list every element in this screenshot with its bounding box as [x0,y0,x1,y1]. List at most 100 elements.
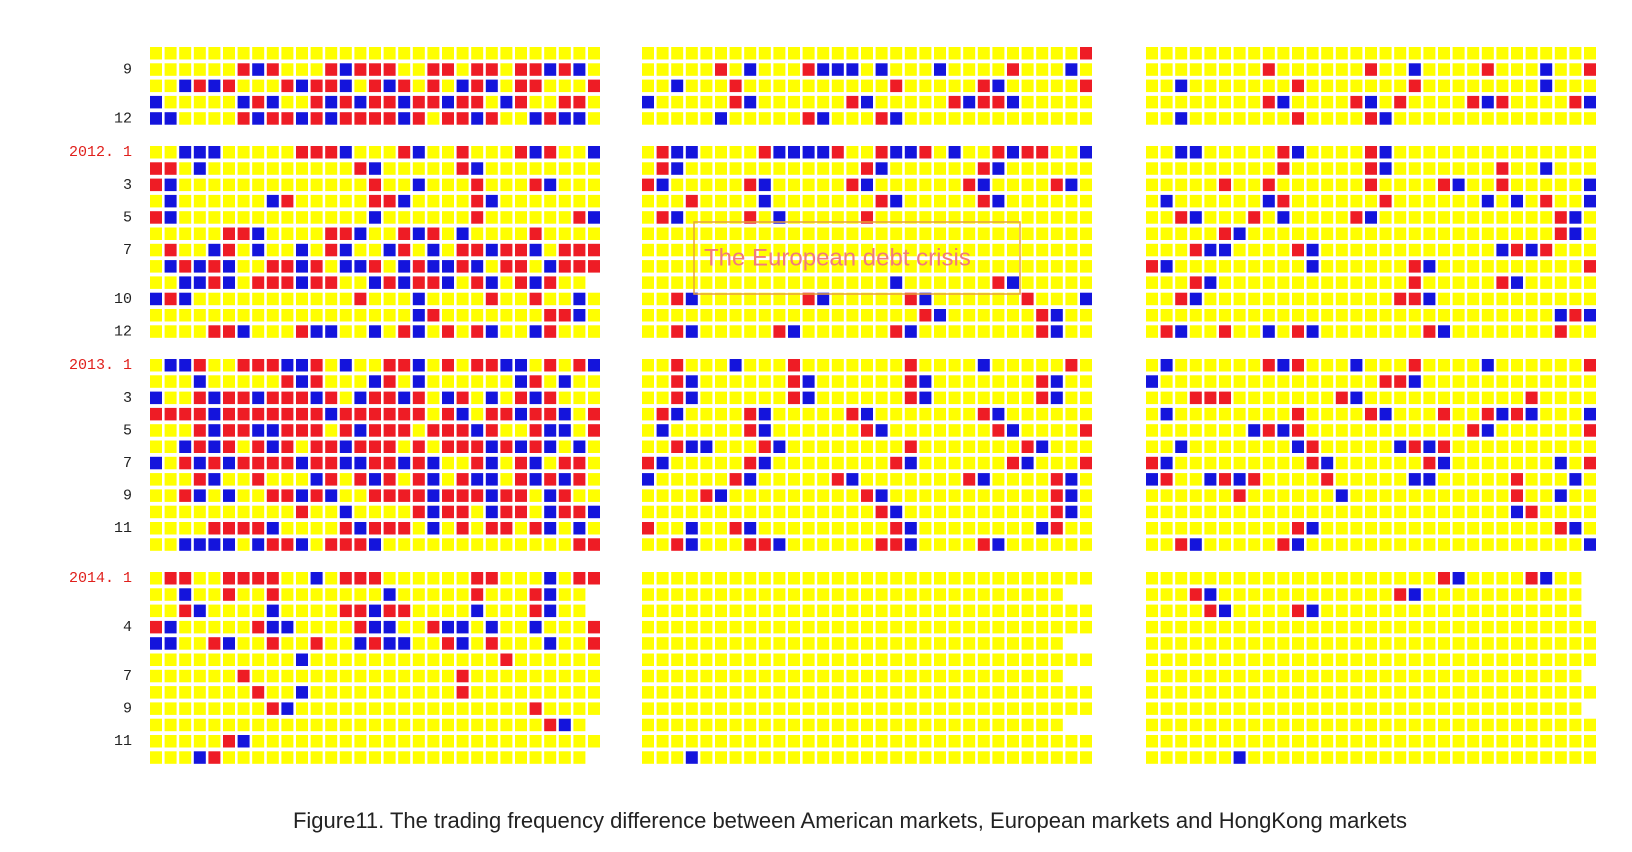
cell [310,79,323,93]
cell [398,146,411,159]
cell [471,375,484,388]
cell [919,620,932,634]
cell [398,653,411,666]
cell [656,456,669,470]
cell [1423,604,1436,618]
cell [193,473,206,486]
cell [1204,79,1217,93]
cell [1050,292,1063,306]
cell [1408,276,1421,289]
cell [963,473,976,486]
cell [744,309,757,322]
cell [485,620,498,634]
cell [1233,243,1246,257]
cell [1248,620,1261,634]
cell [179,588,192,601]
cell [398,489,411,502]
cell [1467,325,1480,338]
cell [339,604,352,618]
cell [1335,718,1348,732]
cell [1350,112,1363,125]
cell [788,146,800,159]
cell [1379,653,1392,666]
cell [700,522,713,535]
cell [1496,407,1509,421]
cell [802,407,815,421]
cell [529,375,542,388]
cell [642,473,654,486]
cell [237,391,250,405]
cell [875,620,888,634]
cell [904,473,917,486]
cell [1584,227,1596,240]
cell [1233,260,1246,273]
cell [544,391,557,405]
cell [1036,407,1049,421]
row-label: 2012. 1 [69,144,132,161]
cell [237,669,250,683]
cell [558,79,571,93]
cell [1036,522,1049,535]
cell [729,260,742,273]
cell [339,260,352,273]
cell [758,292,771,306]
cell [1335,47,1348,60]
cell [325,95,338,109]
cell [656,735,669,748]
cell [1219,718,1231,732]
cell [500,456,513,470]
cell [529,718,542,732]
cell [656,473,669,486]
cell [1481,538,1494,551]
cell [237,260,250,273]
cell [1481,669,1494,683]
cell [671,292,684,306]
cell [934,751,946,764]
cell [861,211,873,224]
cell [529,702,542,715]
cell [281,211,294,224]
cell [339,489,352,502]
cell [1189,751,1202,764]
cell [1335,227,1348,240]
cell [1021,391,1034,405]
cell [208,538,221,551]
cell [919,588,932,601]
cell [1511,309,1523,322]
cell [515,473,527,486]
cell [1496,227,1509,240]
cell [671,63,684,76]
cell [846,391,859,405]
cell [339,227,352,240]
cell [266,440,279,453]
cell [1233,440,1246,453]
cell [1511,456,1523,470]
cell [310,391,323,405]
cell [310,162,323,175]
cell [1365,162,1377,175]
cell [934,669,946,683]
cell [1065,260,1078,273]
cell [266,146,279,159]
cell [1306,162,1319,175]
cell [1175,95,1188,109]
cell [1007,146,1019,159]
cell [977,375,990,388]
cell [1540,79,1553,93]
cell [1408,243,1421,257]
cell [412,669,425,683]
cell [412,718,425,732]
cell [427,162,440,175]
cell [529,407,542,421]
cell [193,620,206,634]
cell [773,538,786,551]
cell [1452,407,1465,421]
cell [1452,751,1465,764]
cell [1569,718,1582,732]
cell [485,375,498,388]
cell [1350,424,1363,437]
cell [296,702,308,715]
cell [573,637,586,650]
cell [1292,473,1304,486]
cell [398,588,411,601]
